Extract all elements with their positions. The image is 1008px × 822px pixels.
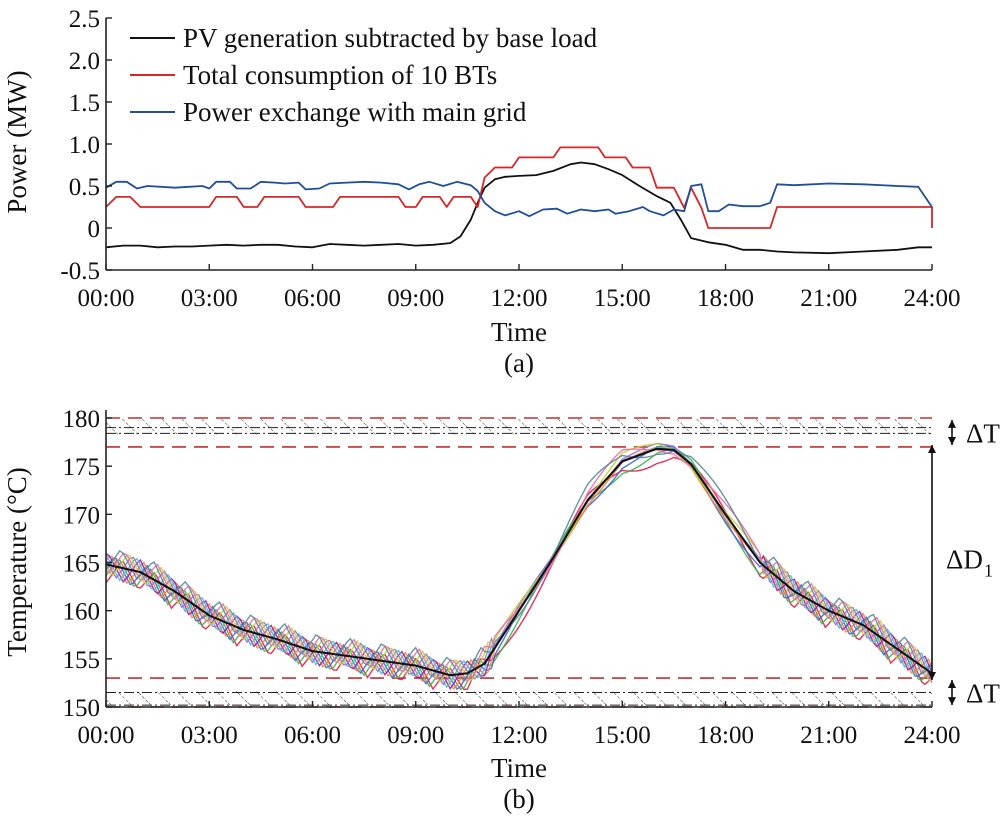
panel-b-x-tick-label: 03:00 <box>181 722 238 749</box>
upper-delta-t-label: ΔT <box>966 418 1000 448</box>
panel-b-ticks: 00:00 03:00 06:00 09:00 12:00 15:00 18:00 21:00… <box>63 406 961 749</box>
panel-b-plot-area <box>106 442 932 691</box>
bt-trajectory-line <box>106 443 932 683</box>
panel-b-x-axis-title: Time <box>491 753 547 783</box>
panel-a-series-line-2 <box>105 146 933 229</box>
legend-label-3: Power exchange with main grid <box>183 97 527 127</box>
delta-d-arrow-head-bottom <box>928 672 936 681</box>
lower-delta-t-arrow-head-top <box>948 680 956 689</box>
upper-bound-hatch <box>106 418 932 435</box>
panel-b-x-tick-label: 18:00 <box>697 722 754 749</box>
bt-trajectory-line <box>106 456 932 691</box>
bt-trajectory-line <box>106 448 932 691</box>
upper-delta-t-arrow-head-bottom <box>948 436 956 445</box>
panel-a-caption: (a) <box>504 348 534 378</box>
panel-a-x-tick-label: 15:00 <box>594 285 651 312</box>
panel-a-ticks: 00:00 03:00 06:00 09:00 12:00 15:00 18:00 21:00… <box>60 6 960 312</box>
delta-d-subscript: 1 <box>984 561 993 581</box>
panel-a-x-tick-label: 12:00 <box>491 285 548 312</box>
bt-trajectory-line <box>106 448 932 683</box>
panel-b-y-tick-label: 170 <box>63 502 101 529</box>
bt-trajectory-line <box>106 447 932 691</box>
upper-delta-t-arrow-head-top <box>948 419 956 428</box>
panel-a-series-line-1 <box>105 161 932 255</box>
legend-label-1: PV generation subtracted by base load <box>183 23 598 53</box>
panel-b-x-tick-label: 15:00 <box>594 722 651 749</box>
panel-a-x-tick-label: 06:00 <box>284 285 341 312</box>
bt-trajectory-line <box>106 450 932 683</box>
panel-b-x-tick-label: 09:00 <box>387 722 444 749</box>
lower-delta-t-arrow-head-bottom <box>948 697 956 706</box>
panel-a-legend: PV generation subtracted by base load Tot… <box>130 23 598 127</box>
bt-trajectory-line <box>106 446 932 691</box>
panel-a-y-tick-label: 0 <box>88 216 101 243</box>
panel-a-y-tick-label: 0.5 <box>69 174 100 201</box>
panel-a-y-tick-label: 2.5 <box>69 6 100 33</box>
panel-a-x-axis-title: Time <box>491 317 547 347</box>
legend-label-2: Total consumption of 10 BTs <box>183 60 497 90</box>
panel-a-x-tick-label: 24:00 <box>904 285 961 312</box>
panel-a-power-chart: 00:00 03:00 06:00 09:00 12:00 15:00 18:00 21:00… <box>2 6 960 378</box>
panel-b-y-tick-label: 180 <box>63 406 101 433</box>
bt-trajectory-line <box>106 446 932 689</box>
panel-a-x-tick-label: 00:00 <box>78 285 135 312</box>
bt-trajectory-line <box>106 445 932 691</box>
panel-a-plot-area <box>105 146 933 255</box>
delta-d-label: ΔD <box>946 545 983 575</box>
panel-a-x-tick-label: 21:00 <box>800 285 857 312</box>
panel-b-bound-bands <box>106 417 932 708</box>
panel-b-y-tick-label: 160 <box>63 599 101 626</box>
bt-trajectory-line <box>106 442 932 686</box>
panel-b-y-tick-label: 150 <box>63 695 101 722</box>
lower-delta-t-label: ΔT <box>966 679 1000 709</box>
panel-a-series-line-3 <box>105 180 933 218</box>
panel-b-y-axis-title: Temperature (°C) <box>2 467 32 657</box>
panel-b-annotations: ΔT ΔD 1 ΔT <box>928 418 1000 709</box>
panel-b-temperature-chart: 00:00 03:00 06:00 09:00 12:00 15:00 18:00 21:00… <box>2 406 1000 814</box>
panel-b-x-tick-label: 21:00 <box>800 722 857 749</box>
panel-b-x-tick-label: 12:00 <box>491 722 548 749</box>
panel-b-y-tick-label: 165 <box>63 551 101 578</box>
panel-b-x-tick-label: 06:00 <box>284 722 341 749</box>
panel-a-x-tick-label: 09:00 <box>387 285 444 312</box>
panel-a-y-tick-label: 1.5 <box>69 90 100 117</box>
average-temperature-line <box>106 447 932 677</box>
panel-a-y-tick-label: -0.5 <box>60 258 100 285</box>
panel-b-x-tick-label: 00:00 <box>78 722 135 749</box>
panel-a-y-axis-title: Power (MW) <box>2 70 32 213</box>
delta-d-arrow-head-top <box>928 444 936 453</box>
panel-a-x-tick-label: 18:00 <box>697 285 754 312</box>
panel-b-x-tick-label: 24:00 <box>904 722 961 749</box>
panel-a-y-tick-label: 1.0 <box>69 132 100 159</box>
panel-b-y-tick-label: 155 <box>63 647 101 674</box>
panel-a-x-tick-label: 03:00 <box>181 285 238 312</box>
panel-b-caption: (b) <box>503 784 534 814</box>
panel-a-y-tick-label: 2.0 <box>69 48 100 75</box>
panel-b-y-tick-label: 175 <box>63 454 101 481</box>
